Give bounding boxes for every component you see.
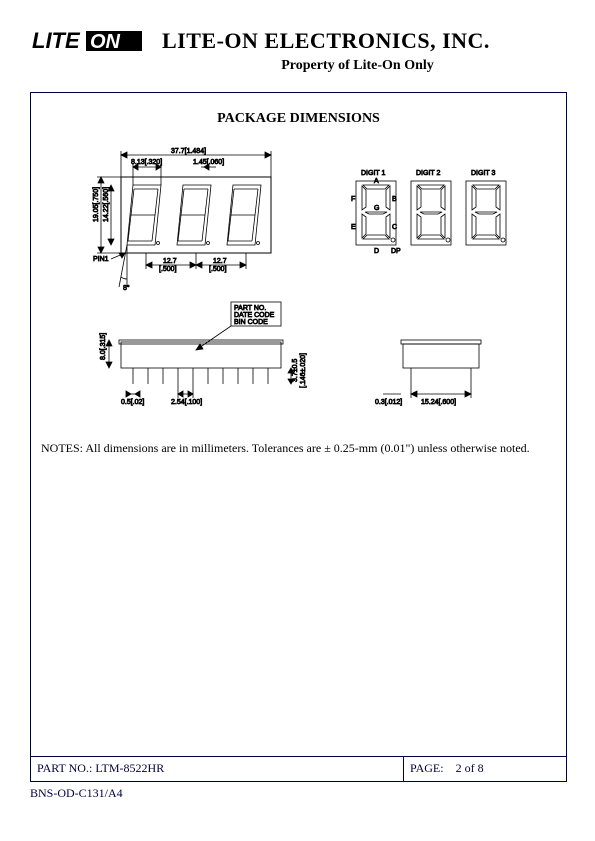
footer-table: PART NO.: LTM-8522HR PAGE: 2 of 8 — [31, 756, 566, 781]
svg-text:D: D — [374, 248, 379, 255]
page-label: PAGE: — [410, 761, 444, 775]
svg-text:F: F — [351, 196, 355, 203]
svg-text:[.500]: [.500] — [159, 266, 177, 273]
front-view: 37.7[1.484] 8.13[.320] 1.45[.060] — [93, 148, 271, 292]
svg-text:1.45[.060]: 1.45[.060] — [193, 159, 224, 166]
digit-3 — [227, 185, 261, 245]
side-view: PART NO. DATE CODE BIN CODE — [100, 302, 307, 406]
part-no-label: PART NO.: — [37, 761, 95, 775]
svg-text:G: G — [374, 205, 379, 212]
svg-text:0.3[.012]: 0.3[.012] — [375, 399, 402, 406]
digit-1 — [127, 185, 161, 245]
svg-text:14.22[.560]: 14.22[.560] — [103, 187, 110, 222]
svg-text:8°: 8° — [123, 284, 130, 292]
svg-text:PIN1: PIN1 — [93, 256, 109, 263]
liteon-logo: LITE ON — [30, 29, 148, 53]
svg-text:B: B — [392, 196, 397, 203]
segment-view: DIGIT 1 DIGIT 2 DIGIT 3 — [351, 170, 506, 255]
svg-text:[.500]: [.500] — [209, 266, 227, 273]
svg-text:19.05[.750]: 19.05[.750] — [93, 187, 100, 222]
page-header: LITE ON LITE-ON ELECTRONICS, INC. Proper… — [0, 0, 595, 78]
property-line: Property of Lite-On Only — [150, 58, 565, 74]
document-id: BNS-OD-C131/A4 — [30, 786, 123, 801]
svg-text:DIGIT 3: DIGIT 3 — [471, 170, 495, 177]
notes-text: NOTES: All dimensions are in millimeters… — [31, 437, 566, 460]
svg-text:37.7[1.484]: 37.7[1.484] — [171, 148, 206, 155]
svg-text:[.146±.020]: [.146±.020] — [300, 353, 307, 388]
part-no-cell: PART NO.: LTM-8522HR — [31, 757, 404, 781]
svg-text:12.7: 12.7 — [163, 258, 177, 265]
svg-text:PART NO.: PART NO. — [234, 305, 266, 312]
svg-text:DIGIT 2: DIGIT 2 — [416, 170, 440, 177]
page-cell: PAGE: 2 of 8 — [404, 757, 566, 781]
svg-text:15.24[.600]: 15.24[.600] — [421, 399, 456, 406]
svg-text:12.7: 12.7 — [213, 258, 227, 265]
package-diagram: 37.7[1.484] 8.13[.320] 1.45[.060] — [31, 127, 566, 437]
svg-text:3.7±0.5: 3.7±0.5 — [292, 359, 299, 382]
content-frame: PACKAGE DIMENSIONS — [30, 92, 567, 782]
end-view: 0.3[.012] 15.24[.600] — [375, 340, 481, 406]
seven-seg-2 — [417, 185, 450, 242]
part-no-value: LTM-8522HR — [95, 761, 164, 775]
svg-text:A: A — [374, 178, 379, 185]
svg-text:DIGIT 1: DIGIT 1 — [361, 170, 385, 177]
svg-text:2.54[.100]: 2.54[.100] — [171, 399, 202, 406]
seven-seg-1 — [362, 185, 395, 242]
seven-seg-3 — [472, 185, 505, 242]
svg-text:E: E — [351, 224, 356, 231]
svg-text:8.13[.320]: 8.13[.320] — [131, 159, 162, 166]
svg-text:C: C — [392, 224, 397, 231]
svg-text:BIN CODE: BIN CODE — [234, 319, 268, 326]
company-name: LITE-ON ELECTRONICS, INC. — [162, 28, 490, 54]
logo-text-lite: LITE — [32, 29, 81, 53]
section-title: PACKAGE DIMENSIONS — [31, 111, 566, 127]
svg-text:DATE CODE: DATE CODE — [234, 312, 275, 319]
logo-row: LITE ON LITE-ON ELECTRONICS, INC. — [30, 28, 565, 54]
page-value: 2 of 8 — [456, 761, 484, 775]
svg-text:DP: DP — [391, 248, 401, 255]
svg-text:0.5[.02]: 0.5[.02] — [121, 399, 144, 406]
svg-text:8.0[.315]: 8.0[.315] — [100, 333, 107, 360]
diagram-area: 37.7[1.484] 8.13[.320] 1.45[.060] — [31, 127, 566, 437]
logo-text-on: ON — [90, 31, 121, 53]
digit-2 — [177, 185, 211, 245]
